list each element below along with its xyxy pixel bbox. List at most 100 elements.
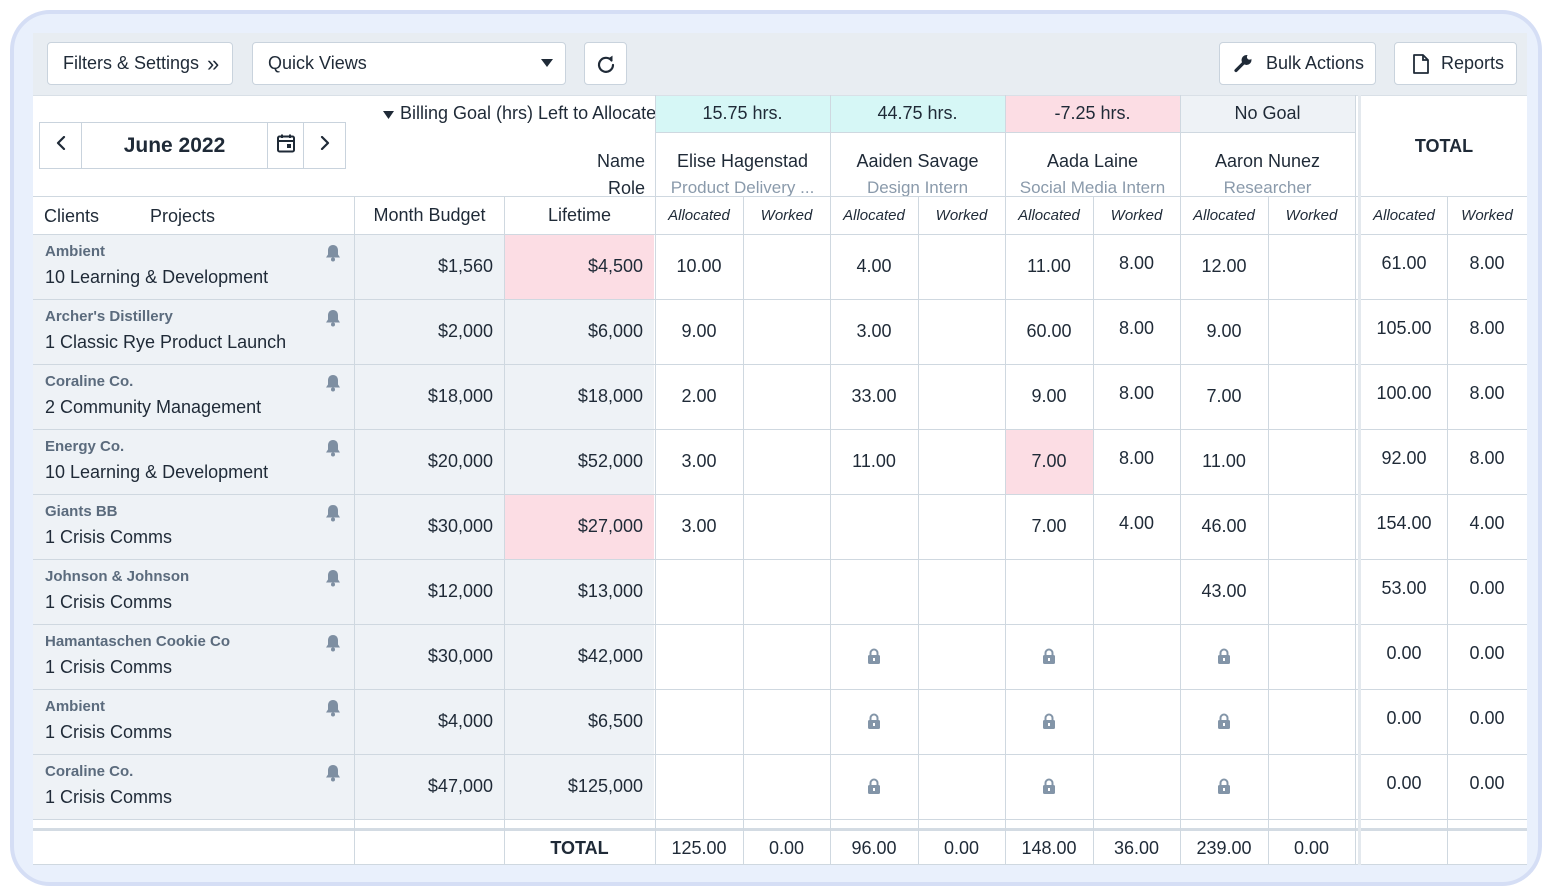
worked-cell (918, 494, 1005, 559)
double-chevron-right-icon: » (207, 50, 220, 76)
total-allocated-cell: 61.00 (1381, 253, 1427, 273)
month-budget-cell: $4,000 (355, 689, 504, 754)
worked-header: Worked (1110, 206, 1163, 224)
project-name[interactable]: 10 Learning & Development (45, 267, 269, 287)
quick-views-select[interactable]: Quick Views (252, 42, 566, 85)
allocated-cell[interactable]: 3.00 (681, 516, 717, 536)
reports-button[interactable]: Reports (1394, 42, 1517, 85)
project-name[interactable]: 1 Crisis Comms (45, 592, 173, 612)
allocated-cell[interactable] (830, 559, 918, 624)
bulk-actions-button[interactable]: Bulk Actions (1219, 42, 1376, 85)
lock-icon (1042, 778, 1056, 800)
grid-divider (33, 624, 1527, 625)
person-name[interactable]: Aaron Nunez (1214, 151, 1321, 171)
allocated-cell[interactable]: 7.00 (1005, 429, 1093, 494)
bell-icon[interactable] (325, 764, 341, 787)
allocated-cell[interactable] (830, 494, 918, 559)
allocated-cell[interactable]: 9.00 (1206, 321, 1242, 341)
grid-divider (33, 429, 1527, 430)
bell-icon[interactable] (325, 634, 341, 657)
clients-header[interactable]: Clients (44, 206, 100, 226)
total-worked-cell: 8.00 (1469, 448, 1505, 468)
client-name[interactable]: Hamantaschen Cookie Co (45, 633, 231, 650)
project-name[interactable]: 2 Community Management (45, 397, 262, 417)
allocated-cell[interactable]: 2.00 (681, 386, 717, 406)
client-name[interactable]: Coraline Co. (45, 373, 134, 390)
chevron-left-icon (56, 135, 66, 155)
project-name[interactable]: 1 Crisis Comms (45, 787, 173, 807)
project-name[interactable]: 1 Classic Rye Product Launch (45, 332, 287, 352)
project-name[interactable]: 1 Crisis Comms (45, 527, 173, 547)
allocated-cell[interactable]: 33.00 (851, 386, 897, 406)
client-name[interactable]: Ambient (45, 698, 105, 715)
billing-goal-toggle[interactable]: Billing Goal (hrs) Left to Allocate (383, 95, 656, 132)
allocated-cell[interactable]: 3.00 (856, 321, 892, 341)
worked-cell (918, 754, 1005, 819)
allocated-cell[interactable]: 43.00 (1201, 581, 1247, 601)
bell-icon[interactable] (325, 309, 341, 332)
prev-month-button[interactable] (40, 123, 82, 168)
project-name[interactable]: 1 Crisis Comms (45, 657, 173, 677)
grid-divider (354, 196, 355, 865)
allocated-cell[interactable]: 3.00 (681, 451, 717, 471)
bell-icon[interactable] (325, 244, 341, 267)
app-frame: Filters & Settings » Quick Views Bulk Ac… (10, 10, 1542, 886)
allocated-cell[interactable]: 11.00 (852, 451, 896, 471)
total-worked-cell: 8.00 (1469, 253, 1505, 273)
project-name[interactable]: 1 Crisis Comms (45, 722, 173, 742)
allocated-cell[interactable]: 46.00 (1201, 516, 1247, 536)
goal-person-3: -7.25 hrs. (1005, 95, 1180, 132)
allocated-cell[interactable] (655, 754, 743, 819)
allocated-cell[interactable]: 7.00 (1206, 386, 1242, 406)
client-name[interactable]: Giants BB (45, 503, 118, 520)
lifetime-header[interactable]: Lifetime (547, 204, 612, 225)
allocated-cell[interactable]: 11.00 (1027, 256, 1071, 276)
client-name[interactable]: Coraline Co. (45, 763, 134, 780)
bell-icon[interactable] (325, 569, 341, 592)
allocated-cell[interactable]: 11.00 (1202, 451, 1246, 471)
allocated-cell[interactable]: 60.00 (1026, 321, 1072, 341)
allocated-cell[interactable]: 12.00 (1201, 256, 1247, 276)
worked-header: Worked (760, 206, 813, 224)
footer-allocated-total: 125.00 (671, 837, 727, 858)
allocated-cell[interactable]: 4.00 (856, 256, 892, 276)
client-name[interactable]: Johnson & Johnson (45, 568, 190, 585)
refresh-button[interactable] (584, 42, 627, 85)
allocated-cell[interactable]: 9.00 (1031, 386, 1067, 406)
filters-settings-button[interactable]: Filters & Settings » (47, 42, 233, 85)
projects-header[interactable]: Projects (150, 206, 216, 226)
table-row: Hamantaschen Cookie Co 1 Crisis Comms $30,… (33, 624, 1527, 689)
bell-icon[interactable] (325, 374, 341, 397)
row-label: Ambient 1 Crisis Comms (33, 689, 354, 754)
person-name[interactable]: Elise Hagenstad (676, 151, 809, 171)
allocated-cell[interactable] (1005, 559, 1093, 624)
person-name[interactable]: Aaiden Savage (856, 151, 979, 171)
grid-divider (504, 196, 505, 865)
client-name[interactable]: Ambient (45, 243, 105, 260)
allocated-cell[interactable] (655, 624, 743, 689)
allocated-cell[interactable] (655, 689, 743, 754)
worked-cell: 8.00 (1118, 318, 1155, 338)
allocated-cell[interactable]: 10.00 (676, 256, 722, 276)
allocated-cell[interactable] (655, 559, 743, 624)
bell-icon[interactable] (325, 699, 341, 722)
worked-cell (918, 429, 1005, 494)
next-month-button[interactable] (304, 123, 346, 168)
worked-cell (918, 624, 1005, 689)
grid-divider (1447, 196, 1448, 865)
grid-divider (1268, 196, 1269, 865)
client-name[interactable]: Archer's Distillery (45, 308, 173, 325)
refresh-icon (596, 54, 616, 74)
bell-icon[interactable] (325, 504, 341, 527)
month-budget-header[interactable]: Month Budget (373, 204, 486, 225)
worked-cell (1268, 299, 1355, 364)
project-name[interactable]: 10 Learning & Development (45, 462, 269, 482)
client-name[interactable]: Energy Co. (45, 438, 125, 455)
quick-views-label: Quick Views (268, 53, 367, 73)
bell-icon[interactable] (325, 439, 341, 462)
grid-divider (1093, 196, 1094, 865)
allocated-cell[interactable]: 9.00 (681, 321, 717, 341)
allocated-cell[interactable]: 7.00 (1031, 516, 1067, 536)
person-name[interactable]: Aada Laine (1046, 151, 1139, 171)
calendar-button[interactable] (268, 123, 304, 168)
